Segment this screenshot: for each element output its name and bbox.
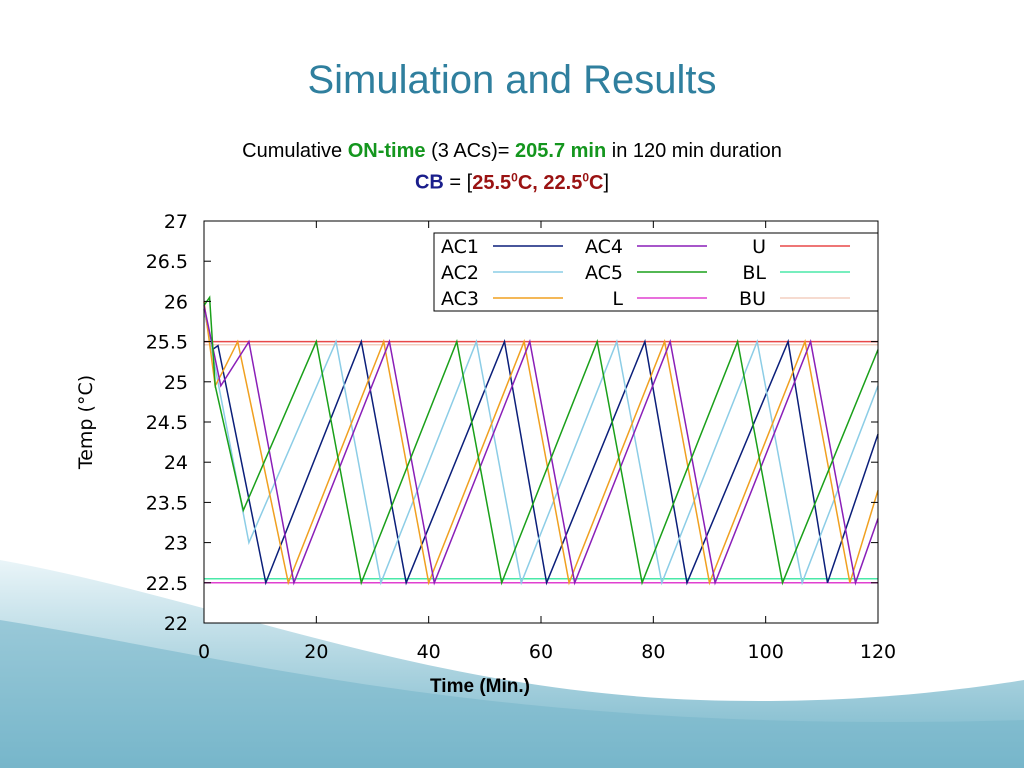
upper-degree: 0 [511,170,518,184]
x-tick-label: 40 [417,641,441,663]
lower-degree: 0 [582,170,590,184]
x-tick-label: 0 [198,641,210,663]
summary-prefix: Cumulative [242,140,348,162]
y-tick-label: 24 [164,452,188,474]
x-tick-label: 120 [860,641,896,663]
summary-suffix: in 120 min duration [606,140,782,162]
legend-label-l: L [612,288,623,310]
y-tick-label: 27 [164,211,188,233]
series-line-ac4 [203,305,879,586]
y-tick-label: 25.5 [146,332,188,354]
comfort-band-equals: = [ [443,171,473,194]
comfort-band-close: ] [603,171,610,194]
comfort-band-upper: 25.50C, 22.50C [472,170,604,194]
y-tick-label: 23.5 [146,492,188,514]
y-tick-label: 26.5 [146,251,188,273]
y-tick-label: 25 [164,372,188,394]
x-tick-label: 80 [641,641,665,663]
y-tick-label: 22 [164,613,188,635]
comfort-band-label: CB [414,171,444,194]
x-axis-title: Time (Min.) [430,676,530,697]
y-tick-label: 24.5 [146,412,188,434]
on-time-label: ON-time [347,140,426,162]
comfort-band-line: CB = [25.50C, 22.50C] [0,170,1024,195]
legend-label-ac3: AC3 [441,288,479,310]
y-tick-label: 26 [164,291,188,313]
upper-value: 25.5 [472,171,512,194]
x-tick-label: 100 [748,641,784,663]
y-axis-title: Temp (°C) [75,375,97,470]
summary-middle: (3 ACs)= [425,140,516,162]
upper-unit: C, [517,171,544,194]
legend-label-ac4: AC4 [585,236,623,258]
legend-label-ac1: AC1 [441,236,479,258]
slide-title: Simulation and Results [307,58,717,102]
legend-label-bu: BU [739,288,766,310]
lower-unit: C [589,171,604,194]
series-line-ac1 [203,309,879,586]
series-line-ac2 [203,309,879,586]
x-tick-label: 20 [304,641,328,663]
legend-label-ac5: AC5 [585,262,623,284]
y-tick-label: 23 [164,533,188,555]
y-tick-label: 22.5 [146,573,188,595]
x-tick-label: 60 [529,641,553,663]
series-line-ac5 [203,295,879,586]
legend-label-bl: BL [742,262,766,284]
legend-label-u: U [752,236,766,258]
series-line-ac3 [203,301,879,586]
on-time-value: 205.7 min [515,140,607,162]
summary-line: Cumulative ON-time (3 ACs)= 205.7 min in… [0,140,1024,163]
lower-value: 22.5 [543,171,583,194]
legend-label-ac2: AC2 [441,262,479,284]
